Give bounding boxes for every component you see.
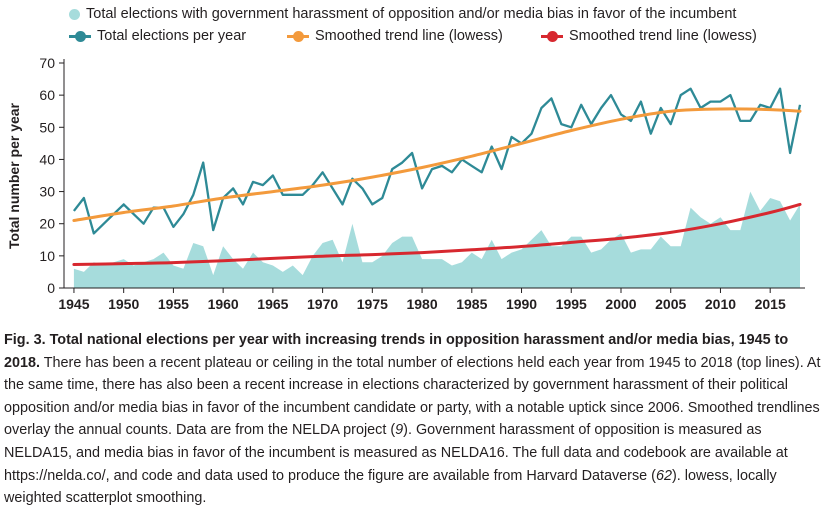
caption-title: Fig. 3. Total national elections per yea… xyxy=(4,332,789,371)
legend-label: Smoothed trend line (lowess) xyxy=(569,28,757,44)
axes: 0 10 20 30 40 50 60 70 1945 1950 1955 1960 1965 1970 1… xyxy=(39,55,805,312)
total-elections-line xyxy=(72,87,802,235)
x-tick-label: 2010 xyxy=(705,296,736,312)
x-tick-label: 2000 xyxy=(605,296,636,312)
x-tick-label: 1970 xyxy=(307,296,338,312)
y-tick-label: 10 xyxy=(39,248,55,264)
caption-ref: 62 xyxy=(655,467,672,484)
y-tick-label: 30 xyxy=(39,184,55,200)
legend-swatch xyxy=(287,30,309,42)
x-tick-label: 2005 xyxy=(655,296,686,312)
legend-item-trend-orange: Smoothed trend line (lowess) xyxy=(287,26,503,46)
trend-line-total xyxy=(72,107,802,222)
x-tick-label: 1985 xyxy=(456,296,487,312)
caption-text: There has been a recent plateau or ceili… xyxy=(4,354,821,439)
legend-item-trend-red: Smoothed trend line (lowess) xyxy=(541,26,757,46)
legend: Total elections with government harassme… xyxy=(69,4,809,48)
legend-swatch xyxy=(541,30,563,42)
legend-swatch xyxy=(69,30,91,42)
legend-swatch xyxy=(69,8,80,20)
legend-label: Smoothed trend line (lowess) xyxy=(315,28,503,44)
x-tick-label: 1955 xyxy=(158,296,189,312)
x-tick-label: 1950 xyxy=(108,296,139,312)
x-tick-label: 1975 xyxy=(357,296,388,312)
plot-area xyxy=(72,87,802,288)
legend-label: Total elections with government harassme… xyxy=(86,6,737,22)
caption-ref: 9 xyxy=(395,422,404,439)
x-tick-label: 1980 xyxy=(406,296,437,312)
x-tick-label: 1990 xyxy=(506,296,537,312)
legend-label: Total elections per year xyxy=(97,28,247,44)
chart: 0 10 20 30 40 50 60 70 1945 1950 1955 1960 1965 1970 1… xyxy=(6,55,805,312)
x-tick-label: 1945 xyxy=(58,296,89,312)
y-tick-label: 40 xyxy=(39,151,55,167)
legend-item-harassment-area: Total elections with government harassme… xyxy=(69,4,736,24)
y-tick-label: 70 xyxy=(39,55,55,71)
caption-text: ). Government harassment of opposition i… xyxy=(4,422,788,484)
x-tick-label: 1960 xyxy=(208,296,239,312)
y-tick-label: 0 xyxy=(47,280,55,296)
legend-item-total-elections: Total elections per year xyxy=(69,26,246,46)
y-tick-label: 60 xyxy=(39,87,55,103)
caption-text: ). lowess, locally weighted scatterplot … xyxy=(4,467,777,507)
y-tick-label: 20 xyxy=(39,216,55,232)
trend-line-harassment xyxy=(72,202,802,266)
figure-caption: Fig. 3. Total national elections per yea… xyxy=(4,329,822,510)
harassment-area-series xyxy=(73,191,800,288)
y-tick-label: 50 xyxy=(39,119,55,135)
x-tick-label: 1965 xyxy=(257,296,288,312)
x-tick-label: 2015 xyxy=(755,296,786,312)
x-tick-label: 1995 xyxy=(556,296,587,312)
y-axis-label: Total number per year xyxy=(6,102,22,249)
